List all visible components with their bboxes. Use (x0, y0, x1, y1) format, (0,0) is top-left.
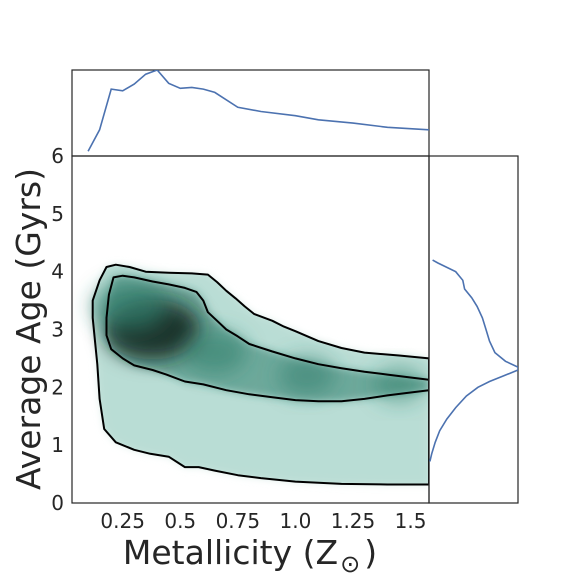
contour-line-inner (105, 274, 429, 403)
density-fill-layer (92, 264, 429, 485)
contour-lines-layer (91, 263, 429, 486)
density-core-2 (183, 331, 247, 374)
x-axis-label: Metallicity (Z⊙) (123, 533, 377, 576)
x-tick-labels: 0.25 0.5 0.75 1.0 1.25 1.5 (100, 509, 426, 533)
x-tick-label: 0.25 (100, 509, 145, 533)
marginal-x-curve (87, 70, 429, 152)
density-core-1 (92, 281, 168, 331)
x-tick-label: 0.5 (164, 509, 196, 533)
y-axis-label: Average Age (Gyrs) (9, 168, 48, 490)
contour-line-outer (91, 263, 429, 486)
x-tick-label: 1.25 (331, 509, 376, 533)
right-marginal-frame (428, 155, 519, 504)
marginal-y-curve (429, 259, 518, 462)
x-tick-label: 1.0 (280, 509, 312, 533)
x-axis-label-close: ) (364, 533, 377, 572)
top-marginal-frame (71, 69, 430, 157)
x-axis-sun-symbol: ⊙ (340, 550, 360, 576)
top-marginal-layer (87, 70, 429, 152)
x-axis-label-text: Metallicity (Z (123, 533, 338, 572)
x-tick-label: 0.75 (216, 509, 261, 533)
y-tick-label: 3 (51, 318, 64, 342)
y-tick-label: 4 (51, 260, 64, 284)
x-tick-label: 1.5 (395, 509, 427, 533)
density-core-3 (278, 356, 336, 396)
right-marginal-layer (429, 259, 518, 462)
y-tick-label: 2 (51, 375, 64, 399)
y-tick-label: 6 (51, 144, 64, 168)
y-tick-label: 5 (51, 202, 64, 226)
y-tick-labels: 0 1 2 3 4 5 6 (51, 144, 64, 515)
y-tick-label: 1 (51, 433, 64, 457)
y-tick-label: 0 (51, 491, 64, 515)
